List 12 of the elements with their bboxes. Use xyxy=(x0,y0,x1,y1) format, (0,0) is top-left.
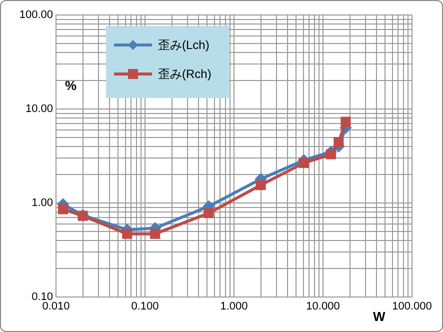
x-tick-label: 0.100 xyxy=(131,300,159,313)
x-tick-label: 100.000 xyxy=(392,300,432,313)
y-tick-label: 10.00 xyxy=(25,103,53,116)
x-tick-label: 0.010 xyxy=(42,300,70,313)
y-tick-label: 1.00 xyxy=(32,197,53,210)
x-axis-title: W xyxy=(373,309,386,324)
x-tick-label: 10.000 xyxy=(306,300,340,313)
y-tick-label: 100.00 xyxy=(19,9,53,22)
legend-label: 歪み(Rch) xyxy=(158,66,212,82)
x-tick-label: 1.000 xyxy=(220,300,248,313)
y-axis-title: % xyxy=(65,78,77,93)
legend-label: 歪み(Lch) xyxy=(158,36,210,54)
